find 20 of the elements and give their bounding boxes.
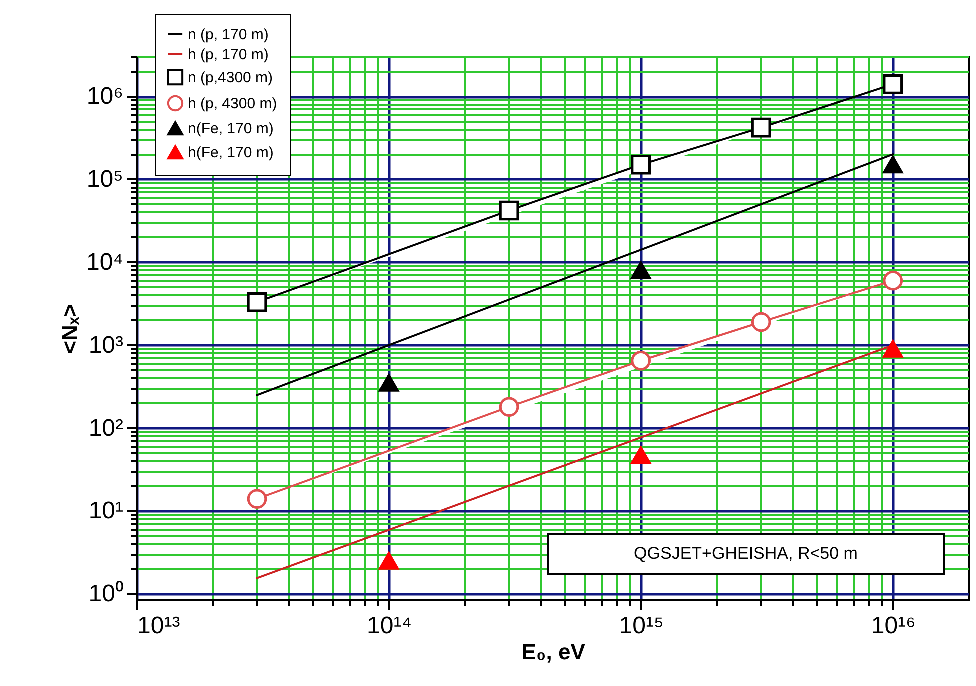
legend-label: h (p, 170 m) bbox=[188, 46, 269, 64]
x-tick-label: 10¹³ bbox=[138, 612, 180, 640]
note-frame: QGSJET+GHEISHA, R<50 m bbox=[547, 533, 945, 575]
y-tick-label: 10⁴ bbox=[86, 248, 124, 276]
x-tick-label: 10¹⁵ bbox=[619, 612, 664, 640]
x-tick-label: 10¹⁴ bbox=[367, 612, 412, 640]
legend-label: h(Fe, 170 m) bbox=[188, 144, 274, 162]
x-axis-title: E₀, eV bbox=[522, 640, 586, 664]
y-tick-label: 10⁰ bbox=[88, 580, 124, 608]
y-tick-label: 10¹ bbox=[88, 498, 124, 525]
legend-label: n(Fe, 170 m) bbox=[188, 120, 274, 138]
x-tick-label: 10¹⁶ bbox=[871, 612, 916, 640]
y-axis-title: <Nₓ> bbox=[57, 304, 82, 354]
y-tick-label: 10⁵ bbox=[86, 166, 124, 193]
y-tick-label: 10² bbox=[88, 414, 124, 442]
legend-label: n (p,4300 m) bbox=[188, 70, 274, 86]
y-tick-label: 10⁶ bbox=[86, 83, 124, 110]
legend-label: n (p, 170 m) bbox=[188, 26, 269, 44]
y-tick-label: 10³ bbox=[88, 332, 124, 359]
legend-label: h (p, 4300 m) bbox=[188, 96, 278, 112]
